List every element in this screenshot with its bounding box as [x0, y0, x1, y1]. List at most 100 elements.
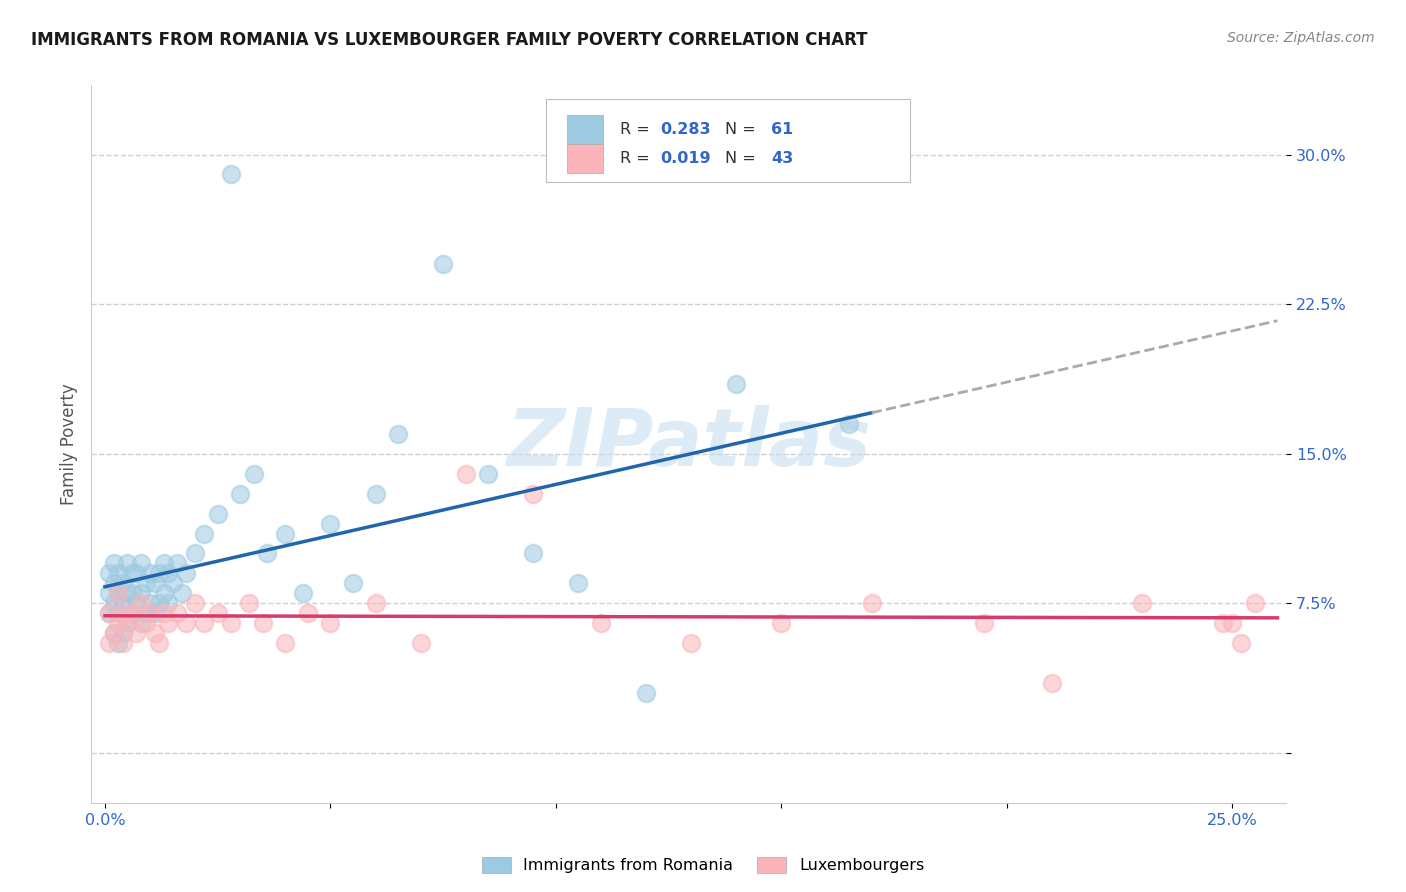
Point — [219, 616, 242, 631]
Point — [162, 576, 184, 591]
Point — [838, 417, 860, 431]
Y-axis label: Family Poverty: Family Poverty — [59, 383, 77, 505]
Point — [292, 586, 315, 600]
Point — [121, 607, 143, 621]
Point — [242, 467, 264, 481]
FancyBboxPatch shape — [567, 145, 603, 173]
Point — [98, 607, 121, 621]
Point — [166, 607, 188, 621]
Point — [1222, 616, 1244, 631]
Point — [681, 636, 703, 650]
Point — [860, 596, 883, 610]
Point — [103, 557, 125, 571]
Point — [103, 576, 125, 591]
Point — [139, 607, 162, 621]
Legend: Immigrants from Romania, Luxembourgers: Immigrants from Romania, Luxembourgers — [475, 850, 931, 880]
Point — [274, 636, 297, 650]
Point — [117, 557, 139, 571]
FancyBboxPatch shape — [567, 115, 603, 144]
Point — [143, 607, 166, 621]
Text: R =: R = — [620, 152, 655, 166]
Point — [1040, 676, 1063, 690]
Point — [193, 526, 215, 541]
Point — [152, 586, 174, 600]
Text: 61: 61 — [772, 122, 793, 136]
Point — [117, 586, 139, 600]
Point — [477, 467, 499, 481]
Point — [107, 566, 129, 581]
Point — [1130, 596, 1153, 610]
FancyBboxPatch shape — [546, 99, 910, 182]
Text: N =: N = — [725, 152, 761, 166]
Text: ZIPatlas: ZIPatlas — [506, 405, 872, 483]
Point — [152, 607, 174, 621]
Point — [157, 596, 180, 610]
Point — [770, 616, 793, 631]
Point — [107, 636, 129, 650]
Point — [125, 596, 148, 610]
Point — [111, 636, 134, 650]
Point — [342, 576, 364, 591]
Point — [148, 596, 170, 610]
Point — [174, 566, 197, 581]
Point — [567, 576, 589, 591]
Point — [107, 586, 129, 600]
Point — [107, 607, 129, 621]
Point — [134, 607, 156, 621]
Point — [125, 566, 148, 581]
Point — [148, 636, 170, 650]
Point — [454, 467, 477, 481]
Point — [432, 257, 454, 271]
Text: 0.019: 0.019 — [661, 152, 711, 166]
Point — [103, 596, 125, 610]
Point — [111, 596, 134, 610]
Point — [121, 586, 143, 600]
Point — [589, 616, 612, 631]
Point — [252, 616, 274, 631]
Point — [1212, 616, 1234, 631]
Point — [98, 566, 121, 581]
Point — [1230, 636, 1253, 650]
Point — [103, 626, 125, 640]
Point — [522, 486, 544, 500]
Point — [207, 607, 229, 621]
Point — [139, 566, 162, 581]
Point — [1244, 596, 1267, 610]
Point — [409, 636, 432, 650]
Point — [121, 566, 143, 581]
Point — [125, 626, 148, 640]
Point — [107, 586, 129, 600]
Point — [364, 596, 387, 610]
Point — [184, 596, 207, 610]
Point — [364, 486, 387, 500]
Point — [117, 616, 139, 631]
Point — [103, 626, 125, 640]
Point — [319, 616, 342, 631]
Point — [129, 557, 152, 571]
Point — [148, 566, 170, 581]
Point — [229, 486, 252, 500]
Point — [117, 616, 139, 631]
Point — [522, 546, 544, 560]
Point — [143, 626, 166, 640]
Point — [193, 616, 215, 631]
Point — [121, 607, 143, 621]
Point — [134, 616, 156, 631]
Point — [98, 586, 121, 600]
Point — [129, 596, 152, 610]
Point — [319, 516, 342, 531]
Point — [184, 546, 207, 560]
Point — [256, 546, 278, 560]
Point — [129, 616, 152, 631]
Point — [725, 376, 748, 391]
Text: IMMIGRANTS FROM ROMANIA VS LUXEMBOURGER FAMILY POVERTY CORRELATION CHART: IMMIGRANTS FROM ROMANIA VS LUXEMBOURGER … — [31, 31, 868, 49]
Point — [111, 576, 134, 591]
Text: 0.283: 0.283 — [661, 122, 711, 136]
Point — [111, 607, 134, 621]
Point — [157, 616, 180, 631]
Text: Source: ZipAtlas.com: Source: ZipAtlas.com — [1227, 31, 1375, 45]
Point — [973, 616, 995, 631]
Point — [297, 607, 319, 621]
Text: 43: 43 — [772, 152, 793, 166]
Point — [139, 596, 162, 610]
